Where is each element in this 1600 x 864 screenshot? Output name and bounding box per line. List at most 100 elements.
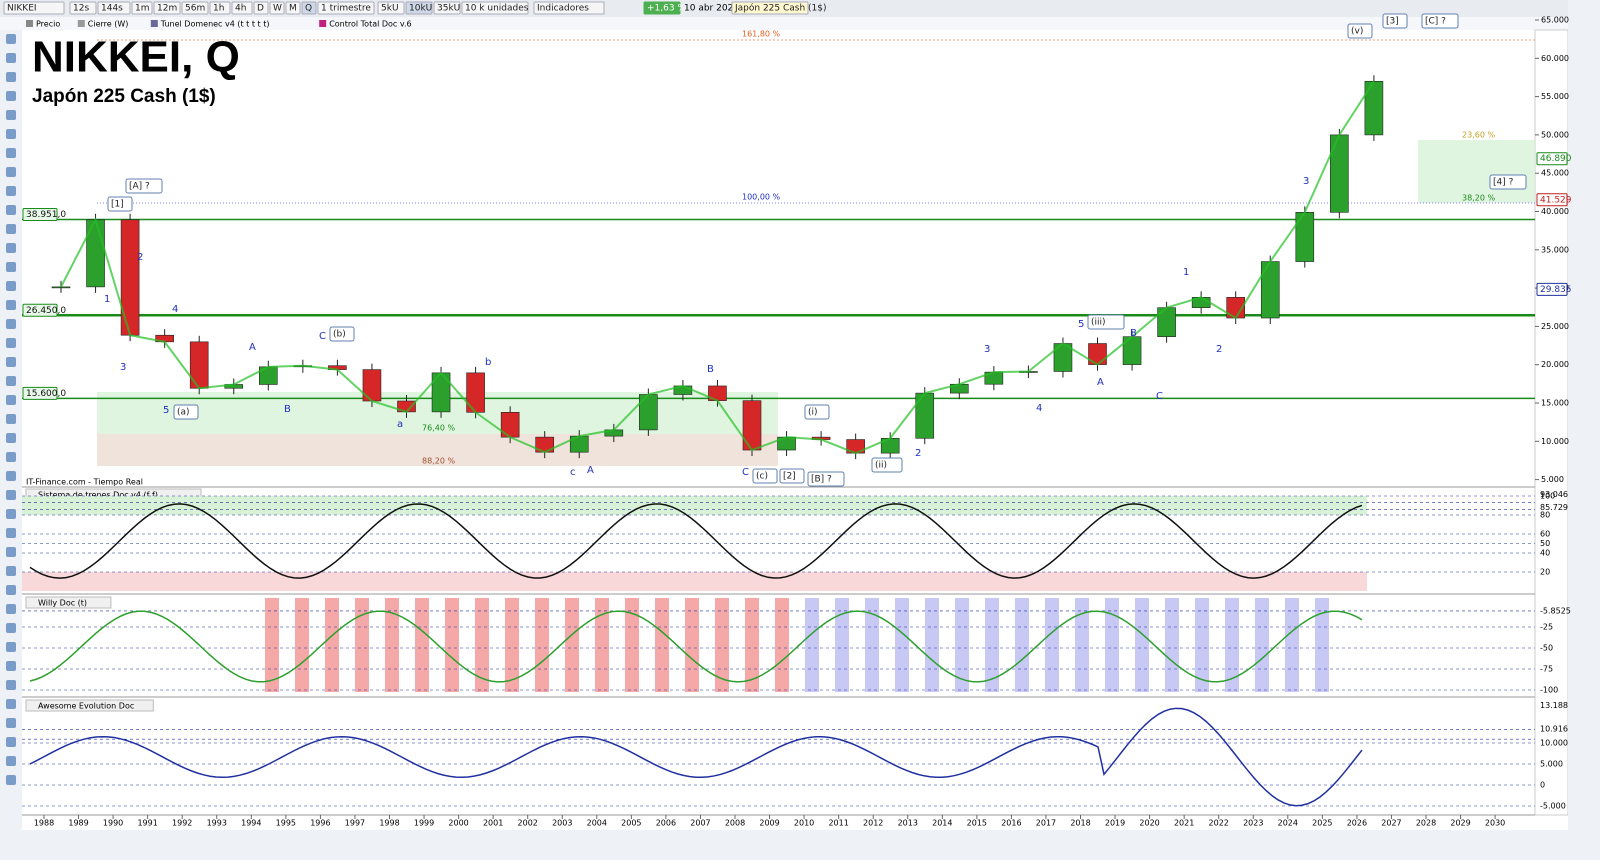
- timeframe-button[interactable]: 4h: [235, 4, 246, 14]
- indicators-button[interactable]: Indicadores: [537, 4, 589, 14]
- year-label: 1994: [241, 819, 261, 828]
- tool-icon[interactable]: [6, 680, 16, 690]
- tool-icon[interactable]: [6, 452, 16, 462]
- tool-icon[interactable]: [6, 528, 16, 538]
- tool-icon[interactable]: [6, 110, 16, 120]
- unit-button[interactable]: 35kU: [437, 4, 460, 14]
- wave-label: b: [485, 357, 491, 368]
- tool-icon[interactable]: [6, 642, 16, 652]
- tool-icon[interactable]: [6, 433, 16, 443]
- unit-select-box[interactable]: [461, 1, 529, 15]
- tool-icon[interactable]: [6, 53, 16, 63]
- unit-button[interactable]: 10kU: [409, 4, 432, 14]
- timeframe-button[interactable]: M: [289, 4, 297, 14]
- tool-icon[interactable]: [6, 34, 16, 44]
- oscillator: [29, 503, 1363, 579]
- price-marker: 46.890: [1540, 154, 1572, 164]
- timeframe-button[interactable]: D: [257, 4, 264, 14]
- price-tick-label: 5.000: [1541, 475, 1564, 484]
- tool-icon[interactable]: [6, 262, 16, 272]
- tool-icon[interactable]: [6, 414, 16, 424]
- tool-icon[interactable]: [6, 129, 16, 139]
- tool-icon[interactable]: [6, 300, 16, 310]
- unit-button[interactable]: 5kU: [381, 4, 399, 14]
- overlay-swatch: [26, 20, 33, 27]
- timeframe-button[interactable]: 12m: [157, 4, 177, 14]
- tool-icon[interactable]: [6, 604, 16, 614]
- tool-icon[interactable]: [6, 395, 16, 405]
- zone: [1225, 598, 1239, 692]
- tool-icon[interactable]: [6, 566, 16, 576]
- timeframe-button-box[interactable]: [153, 1, 181, 15]
- tool-icon[interactable]: [6, 319, 16, 329]
- tool-icon[interactable]: [6, 72, 16, 82]
- wave-label: C: [742, 467, 749, 478]
- tool-icon[interactable]: [6, 281, 16, 291]
- tool-icon[interactable]: [6, 91, 16, 101]
- tool-icon[interactable]: [6, 699, 16, 709]
- tool-icon[interactable]: [6, 756, 16, 766]
- tool-icon[interactable]: [6, 623, 16, 633]
- overlay-label[interactable]: Control Total Doc v.6: [329, 20, 411, 29]
- timeframe-button[interactable]: 56m: [185, 4, 205, 14]
- timeframe-button-box[interactable]: [269, 1, 285, 15]
- overlay-label[interactable]: Precio: [36, 20, 60, 29]
- timeframe-button-box[interactable]: [131, 1, 153, 15]
- tool-icon[interactable]: [6, 148, 16, 158]
- panel-tick-label: 10.916: [1540, 725, 1568, 734]
- tool-icon[interactable]: [6, 547, 16, 557]
- unit-button-box[interactable]: [405, 1, 433, 15]
- year-label: 1993: [207, 819, 227, 828]
- tool-icon[interactable]: [6, 737, 16, 747]
- indicators-button-box[interactable]: [533, 1, 605, 15]
- timeframe-button-box[interactable]: [231, 1, 253, 15]
- tool-icon[interactable]: [6, 376, 16, 386]
- year-label: 2008: [725, 819, 745, 828]
- timeframe-button-box[interactable]: [69, 1, 97, 15]
- timeframe-button-box[interactable]: [253, 1, 269, 15]
- tool-icon[interactable]: [6, 357, 16, 367]
- tool-icon[interactable]: [6, 243, 16, 253]
- tool-icon[interactable]: [6, 338, 16, 348]
- fib-label: 76,40 %: [422, 424, 455, 433]
- unit-button-box[interactable]: [377, 1, 405, 15]
- unit-button-box[interactable]: [433, 1, 461, 15]
- tool-icon[interactable]: [6, 186, 16, 196]
- price-tick-label: 50.000: [1541, 130, 1569, 139]
- timeframe-button-box[interactable]: [209, 1, 231, 15]
- timeframe-button[interactable]: W: [273, 4, 282, 14]
- tool-icon[interactable]: [6, 718, 16, 728]
- instrument-label: Japón 225 Cash (1$): [734, 3, 827, 14]
- timeframe-button-box[interactable]: [97, 1, 131, 15]
- zone: [1135, 598, 1149, 692]
- panel-title-box: [25, 699, 154, 712]
- wave-box: [871, 457, 903, 473]
- tool-icon[interactable]: [6, 775, 16, 785]
- tool-icon[interactable]: [6, 509, 16, 519]
- period-select-box[interactable]: [317, 1, 375, 15]
- timeframe-button[interactable]: 1h: [213, 4, 224, 14]
- panel-title: Willy Doc (t): [38, 599, 87, 608]
- overlay-label[interactable]: Cierre (W): [88, 20, 129, 29]
- tool-icon[interactable]: [6, 585, 16, 595]
- tool-icon[interactable]: [6, 224, 16, 234]
- tool-icon[interactable]: [6, 167, 16, 177]
- timeframe-button[interactable]: 144s: [101, 4, 123, 14]
- timeframe-button[interactable]: 1m: [135, 4, 150, 14]
- tool-icon[interactable]: [6, 205, 16, 215]
- price-axis-area: [1534, 29, 1569, 816]
- timeframe-button[interactable]: Q: [305, 4, 312, 14]
- tool-icon[interactable]: [6, 471, 16, 481]
- timeframe-button-box[interactable]: [301, 1, 317, 15]
- wave-box: [779, 468, 805, 484]
- timeframe-button-box[interactable]: [285, 1, 301, 15]
- timeframe-button-box[interactable]: [181, 1, 209, 15]
- symbol-select-box[interactable]: [3, 1, 65, 15]
- overlay-label[interactable]: Tunel Domenec v4 (t t t t t): [160, 20, 270, 29]
- period-select[interactable]: 1 trimestre: [321, 4, 371, 14]
- symbol-select[interactable]: NIKKEI: [7, 4, 37, 14]
- unit-select[interactable]: 10 k unidades: [465, 4, 529, 14]
- tool-icon[interactable]: [6, 490, 16, 500]
- timeframe-button[interactable]: 12s: [73, 4, 89, 14]
- tool-icon[interactable]: [6, 661, 16, 671]
